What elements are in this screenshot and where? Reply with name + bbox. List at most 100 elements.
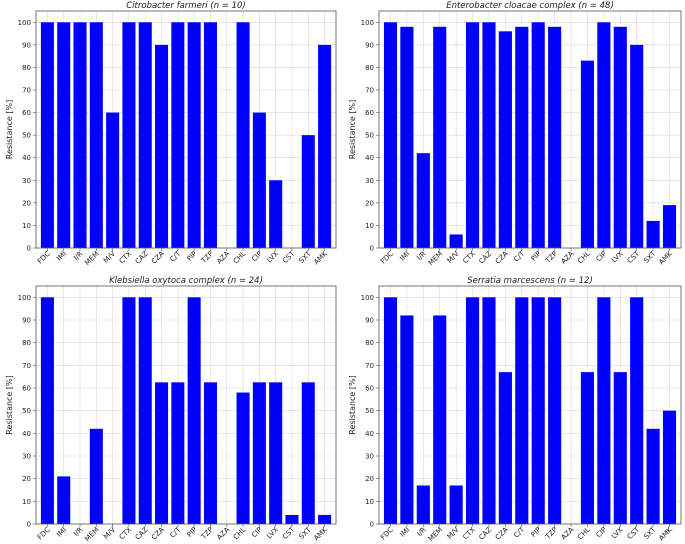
x-tick-label: AZA [560, 526, 576, 542]
x-tick-label: CZA [150, 526, 166, 542]
bar-sxt [301, 135, 315, 248]
x-tick-label: CZA [150, 250, 166, 266]
y-tick-label: 70 [22, 87, 31, 95]
bar-cst [630, 44, 644, 248]
x-tick-label: C/T [512, 525, 526, 539]
x-tick-label: I/R [415, 526, 427, 538]
bar-ctx [465, 297, 480, 524]
plot-frame [35, 285, 337, 525]
y-tick-label: 60 [365, 109, 374, 117]
x-tick-label: PIP [530, 526, 543, 539]
x-tick-label: AMK [657, 525, 674, 542]
y-tick-label: 40 [22, 154, 31, 162]
x-tick-label: FDC [379, 526, 395, 542]
y-tick-label: 10 [365, 498, 374, 506]
bar-fdc [40, 297, 54, 524]
x-tick-label: C/T [168, 249, 182, 263]
x-tick-label: CTX [461, 526, 477, 542]
x-tick-label: CST [626, 525, 642, 541]
bar-tzp [548, 26, 562, 248]
x-tick-label: AZA [215, 526, 231, 542]
bar-c-t [515, 26, 529, 248]
bar-m-v [449, 234, 463, 248]
x-tick-label: M/V [102, 526, 117, 541]
x-tick-label: MEM [427, 250, 444, 267]
y-axis-label: Resistance [%] [348, 100, 357, 160]
y-tick-label: 100 [361, 19, 374, 27]
x-tick-label: SXT [642, 249, 658, 265]
bar-cst [285, 514, 299, 524]
plot-frame [378, 10, 682, 249]
x-tick-label: CST [281, 249, 297, 265]
x-tick-label: AMK [312, 525, 329, 542]
bar-amk [318, 514, 332, 524]
bar-fdc [40, 22, 54, 248]
bar-tzp [548, 297, 562, 524]
y-tick-label: 70 [22, 362, 31, 370]
x-tick-label: FDC [36, 250, 52, 266]
x-tick-label: CTX [118, 250, 134, 266]
bar-i-r [416, 485, 430, 524]
bar-cip [252, 382, 266, 524]
bar-caz [482, 22, 496, 248]
x-tick-label: TZP [199, 250, 215, 266]
y-tick-label: 20 [22, 199, 31, 207]
chart-title: Serratia marcescens (n = 12) [467, 276, 593, 286]
x-tick-label: CST [281, 525, 297, 541]
plot-frame [35, 10, 337, 249]
y-tick-label: 60 [22, 109, 31, 117]
x-tick-label: I/R [72, 250, 84, 262]
x-tick-label: CIP [250, 526, 264, 540]
y-tick-label: 40 [22, 430, 31, 438]
bar-i-r [416, 153, 430, 248]
bar-lvx [613, 372, 627, 524]
x-tick-label: C/T [168, 525, 182, 539]
y-tick-label: 20 [365, 475, 374, 483]
bar-cip [597, 297, 611, 524]
x-tick-label: CTX [118, 526, 134, 542]
x-tick-label: CAZ [477, 250, 493, 266]
chart-panel-4: 0 10 20 30 40 50 60 70 80 90 100 FDC IMI I/R MEM M/V CTX… [348, 276, 682, 543]
x-tick-label: IMI [398, 526, 411, 539]
bar-fdc [383, 297, 398, 524]
bar-tzp [203, 382, 217, 524]
bar-chl [236, 22, 250, 248]
x-tick-label: TZP [543, 250, 559, 266]
bar-pip [187, 297, 201, 524]
x-tick-label: CTX [461, 250, 477, 266]
y-tick-label: 20 [365, 199, 374, 207]
x-tick-label: CHL [232, 250, 248, 266]
x-tick-label: CAZ [134, 526, 150, 542]
bar-ctx [122, 297, 136, 524]
bar-lvx [269, 180, 283, 248]
x-tick-label: CHL [232, 526, 248, 542]
bar-sxt [301, 382, 315, 524]
y-tick-label: 90 [365, 317, 374, 325]
x-tick-label: SXT [298, 525, 314, 541]
bar-imi [400, 315, 414, 524]
bar-amk [662, 205, 677, 248]
bar-cip [252, 112, 266, 248]
y-tick-label: 70 [365, 362, 374, 370]
x-tick-label: CHL [576, 526, 592, 542]
bar-sxt [646, 428, 660, 524]
x-tick-label: IMI [55, 526, 68, 539]
x-tick-label: LVX [610, 526, 625, 541]
bar-chl [580, 60, 595, 249]
y-tick-label: 90 [365, 41, 374, 49]
bar-cza [155, 44, 169, 248]
x-tick-label: AZA [215, 250, 231, 266]
bar-c-t [515, 297, 529, 524]
plot-frame [378, 285, 682, 525]
chart-title: Citrobacter farmeri (n = 10) [126, 1, 246, 11]
y-tick-label: 70 [365, 87, 374, 95]
x-tick-label: PIP [530, 250, 543, 263]
bar-c-t [171, 22, 185, 248]
x-tick-label: SXT [298, 249, 314, 265]
y-tick-label: 80 [365, 339, 374, 347]
bar-mem [89, 22, 103, 248]
bar-pip [531, 22, 545, 248]
x-tick-label: SXT [642, 525, 658, 541]
bar-amk [662, 410, 677, 524]
y-tick-label: 100 [18, 19, 31, 27]
